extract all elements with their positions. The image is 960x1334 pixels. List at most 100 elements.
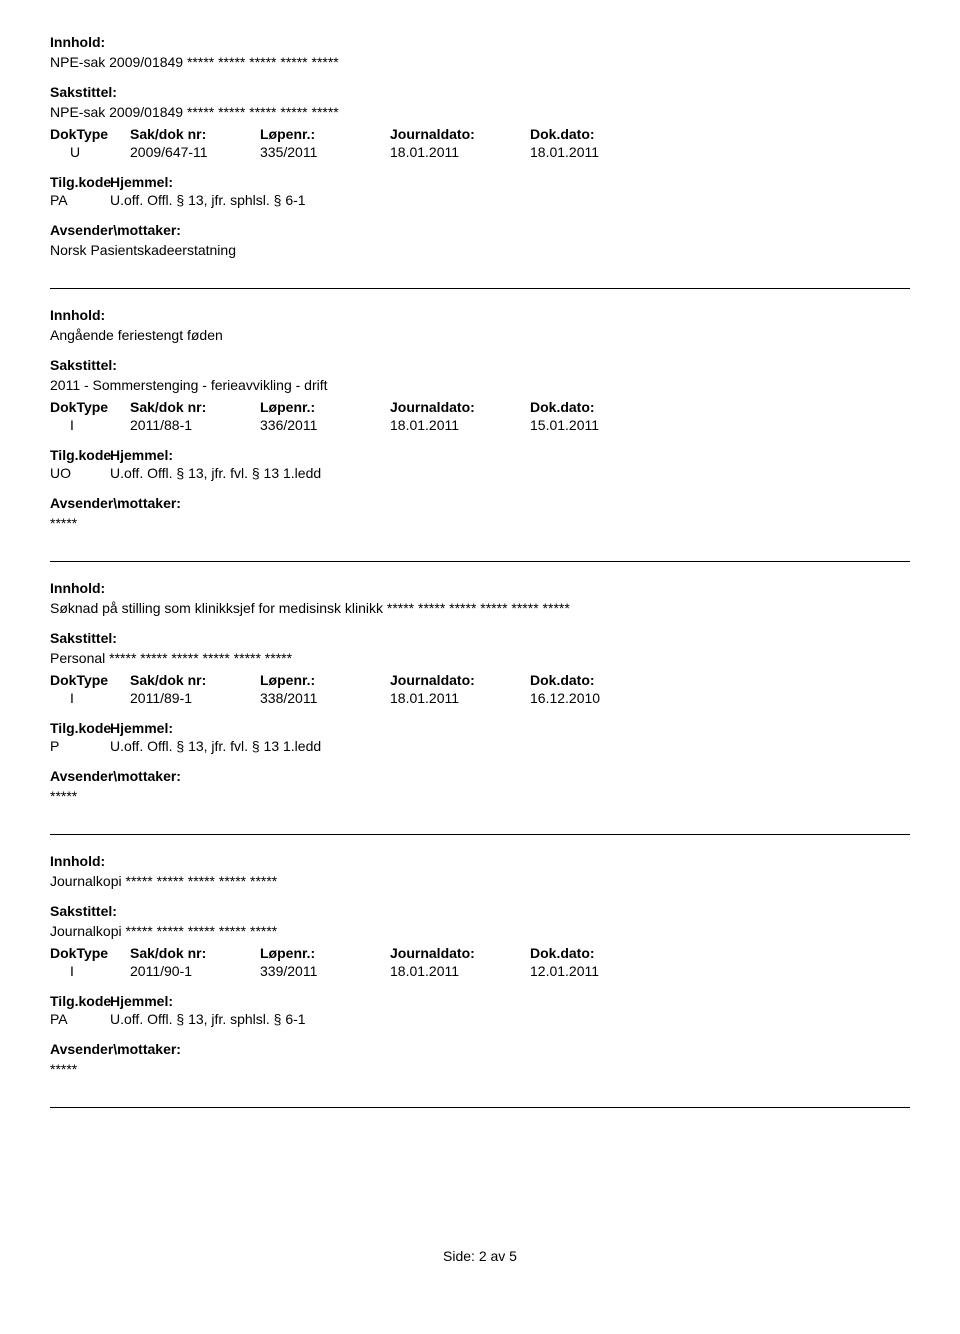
sakdok-header: Sak/dok nr: xyxy=(130,399,260,415)
record-divider xyxy=(50,288,910,289)
tilgkode-value: UO xyxy=(50,465,110,481)
hjemmel-header-row: Tilg.kode Hjemmel: xyxy=(50,993,910,1009)
tilgkode-header: Tilg.kode xyxy=(50,174,110,190)
lopenr-value: 336/2011 xyxy=(260,417,390,433)
lopenr-header: Løpenr.: xyxy=(260,945,390,961)
hjemmel-header: Hjemmel: xyxy=(110,993,910,1009)
innhold-label: Innhold: xyxy=(50,307,910,323)
hjemmel-value: U.off. Offl. § 13, jfr. sphlsl. § 6-1 xyxy=(110,1011,910,1027)
lopenr-value: 335/2011 xyxy=(260,144,390,160)
journaldato-value: 18.01.2011 xyxy=(390,144,530,160)
innhold-label: Innhold: xyxy=(50,580,910,596)
innhold-value: Journalkopi ***** ***** ***** ***** ****… xyxy=(50,873,910,889)
lopenr-value: 338/2011 xyxy=(260,690,390,706)
sakdok-header: Sak/dok nr: xyxy=(130,126,260,142)
hjemmel-data-row: P U.off. Offl. § 13, jfr. fvl. § 13 1.le… xyxy=(50,738,910,754)
journaldato-header: Journaldato: xyxy=(390,126,530,142)
avsender-label: Avsender\mottaker: xyxy=(50,495,910,511)
hjemmel-header-row: Tilg.kode Hjemmel: xyxy=(50,174,910,190)
dokdato-header: Dok.dato: xyxy=(530,945,660,961)
journaldato-value: 18.01.2011 xyxy=(390,963,530,979)
sakstittel-value: Personal ***** ***** ***** ***** ***** *… xyxy=(50,650,910,666)
dokdato-header: Dok.dato: xyxy=(530,126,660,142)
sakdok-header: Sak/dok nr: xyxy=(130,672,260,688)
doktype-header: DokType xyxy=(50,945,130,961)
record: Innhold: Angående feriestengt føden Saks… xyxy=(50,307,910,531)
dokdato-value: 15.01.2011 xyxy=(530,417,660,433)
page-footer: Side: 2 av 5 xyxy=(50,1248,910,1264)
sakstittel-label: Sakstittel: xyxy=(50,903,910,919)
lopenr-header: Løpenr.: xyxy=(260,399,390,415)
innhold-value: NPE-sak 2009/01849 ***** ***** ***** ***… xyxy=(50,54,910,70)
innhold-value: Angående feriestengt føden xyxy=(50,327,910,343)
doktype-header: DokType xyxy=(50,672,130,688)
sakdok-value: 2011/90-1 xyxy=(130,963,260,979)
record: Innhold: Søknad på stilling som klinikks… xyxy=(50,580,910,804)
tilgkode-header: Tilg.kode xyxy=(50,720,110,736)
lopenr-header: Løpenr.: xyxy=(260,672,390,688)
record-divider xyxy=(50,561,910,562)
tilgkode-value: PA xyxy=(50,192,110,208)
journaldato-header: Journaldato: xyxy=(390,399,530,415)
hjemmel-header-row: Tilg.kode Hjemmel: xyxy=(50,720,910,736)
journaldato-header: Journaldato: xyxy=(390,945,530,961)
header-row: DokType Sak/dok nr: Løpenr.: Journaldato… xyxy=(50,672,910,688)
avsender-label: Avsender\mottaker: xyxy=(50,222,910,238)
doktype-value: U xyxy=(50,144,130,160)
hjemmel-value: U.off. Offl. § 13, jfr. sphlsl. § 6-1 xyxy=(110,192,910,208)
avsender-value: ***** xyxy=(50,515,910,531)
journaldato-header: Journaldato: xyxy=(390,672,530,688)
data-row: I 2011/89-1 338/2011 18.01.2011 16.12.20… xyxy=(50,690,910,706)
tilgkode-value: PA xyxy=(50,1011,110,1027)
tilgkode-header: Tilg.kode xyxy=(50,993,110,1009)
hjemmel-header-row: Tilg.kode Hjemmel: xyxy=(50,447,910,463)
hjemmel-header: Hjemmel: xyxy=(110,174,910,190)
hjemmel-value: U.off. Offl. § 13, jfr. fvl. § 13 1.ledd xyxy=(110,738,910,754)
innhold-value: Søknad på stilling som klinikksjef for m… xyxy=(50,600,910,616)
data-row: I 2011/90-1 339/2011 18.01.2011 12.01.20… xyxy=(50,963,910,979)
lopenr-header: Løpenr.: xyxy=(260,126,390,142)
sakdok-value: 2011/89-1 xyxy=(130,690,260,706)
doktype-value: I xyxy=(50,417,130,433)
hjemmel-data-row: PA U.off. Offl. § 13, jfr. sphlsl. § 6-1 xyxy=(50,1011,910,1027)
sakstittel-label: Sakstittel: xyxy=(50,630,910,646)
record-divider xyxy=(50,834,910,835)
header-row: DokType Sak/dok nr: Løpenr.: Journaldato… xyxy=(50,399,910,415)
avsender-value: ***** xyxy=(50,788,910,804)
doktype-header: DokType xyxy=(50,399,130,415)
doktype-value: I xyxy=(50,963,130,979)
sakstittel-value: 2011 - Sommerstenging - ferieavvikling -… xyxy=(50,377,910,393)
doktype-value: I xyxy=(50,690,130,706)
doktype-header: DokType xyxy=(50,126,130,142)
sakstittel-value: NPE-sak 2009/01849 ***** ***** ***** ***… xyxy=(50,104,910,120)
hjemmel-header: Hjemmel: xyxy=(110,447,910,463)
hjemmel-header: Hjemmel: xyxy=(110,720,910,736)
data-row: U 2009/647-11 335/2011 18.01.2011 18.01.… xyxy=(50,144,910,160)
header-row: DokType Sak/dok nr: Løpenr.: Journaldato… xyxy=(50,945,910,961)
sakdok-value: 2009/647-11 xyxy=(130,144,260,160)
avsender-value: Norsk Pasientskadeerstatning xyxy=(50,242,910,258)
journaldato-value: 18.01.2011 xyxy=(390,417,530,433)
record: Innhold: Journalkopi ***** ***** ***** *… xyxy=(50,853,910,1077)
hjemmel-data-row: PA U.off. Offl. § 13, jfr. sphlsl. § 6-1 xyxy=(50,192,910,208)
hjemmel-data-row: UO U.off. Offl. § 13, jfr. fvl. § 13 1.l… xyxy=(50,465,910,481)
dokdato-header: Dok.dato: xyxy=(530,672,660,688)
dokdato-value: 12.01.2011 xyxy=(530,963,660,979)
sakstittel-value: Journalkopi ***** ***** ***** ***** ****… xyxy=(50,923,910,939)
dokdato-header: Dok.dato: xyxy=(530,399,660,415)
avsender-label: Avsender\mottaker: xyxy=(50,1041,910,1057)
innhold-label: Innhold: xyxy=(50,34,910,50)
innhold-label: Innhold: xyxy=(50,853,910,869)
sakdok-header: Sak/dok nr: xyxy=(130,945,260,961)
sakstittel-label: Sakstittel: xyxy=(50,84,910,100)
sakstittel-label: Sakstittel: xyxy=(50,357,910,373)
lopenr-value: 339/2011 xyxy=(260,963,390,979)
tilgkode-value: P xyxy=(50,738,110,754)
header-row: DokType Sak/dok nr: Løpenr.: Journaldato… xyxy=(50,126,910,142)
journaldato-value: 18.01.2011 xyxy=(390,690,530,706)
record: Innhold: NPE-sak 2009/01849 ***** ***** … xyxy=(50,34,910,258)
sakdok-value: 2011/88-1 xyxy=(130,417,260,433)
avsender-value: ***** xyxy=(50,1061,910,1077)
tilgkode-header: Tilg.kode xyxy=(50,447,110,463)
dokdato-value: 16.12.2010 xyxy=(530,690,660,706)
